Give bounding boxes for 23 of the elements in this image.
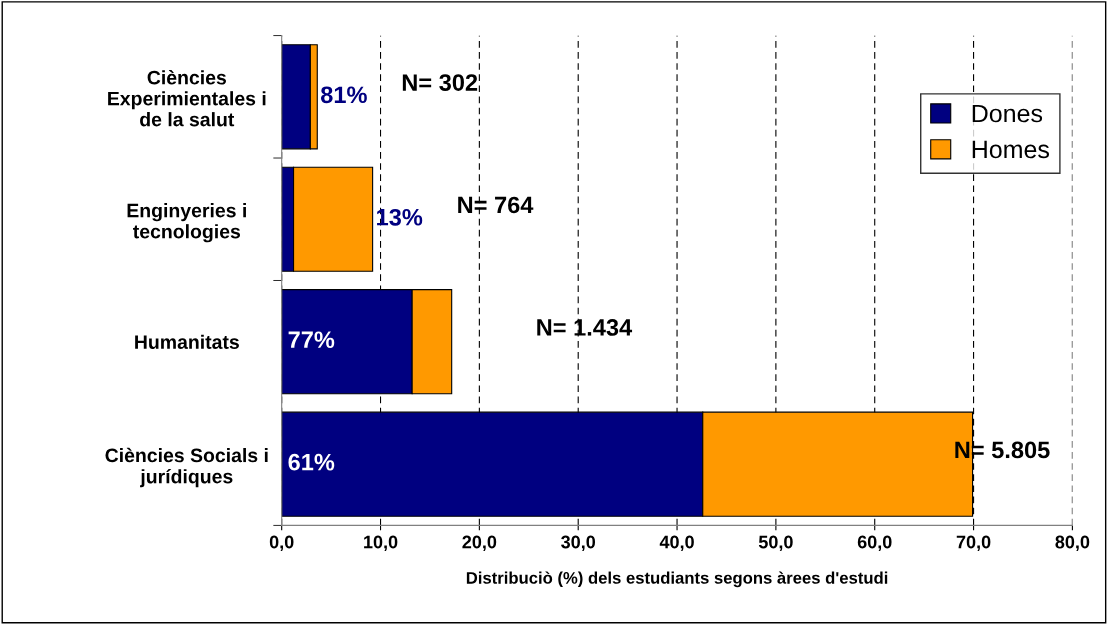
x-tick-label: 30,0 — [561, 535, 596, 552]
y-tick-label: Ciències Experimientales i de la salut — [108, 70, 266, 127]
y-tick-label: Humanitats — [135, 334, 239, 349]
x-tick-label: 70,0 — [956, 535, 991, 552]
annotation: N= 1.434 — [537, 319, 633, 336]
y-tick-label: Ciències Socials i jurídiques — [105, 447, 268, 488]
x-tick-label: 10,0 — [364, 535, 398, 552]
annotation: N= 302 — [402, 74, 478, 91]
annotation: 61% — [288, 453, 335, 471]
x-tick-label: 0,0 — [269, 535, 294, 552]
annotation: N= 764 — [458, 196, 534, 214]
x-tick-label: 80,0 — [1055, 535, 1090, 552]
legend-label: Homes — [972, 140, 1049, 159]
x-axis-title: Distribuciò (%) dels estudiants segons àrees d'estudi — [466, 571, 888, 588]
annotation: 77% — [288, 331, 335, 349]
x-tick-label: 40,0 — [659, 535, 694, 552]
x-tick-label: 20,0 — [462, 535, 497, 552]
x-tick-label: 60,0 — [857, 535, 892, 552]
annotation: 81% — [320, 86, 367, 104]
annotation: 13% — [377, 208, 423, 226]
y-tick-label: Enginyeries i tecnologies — [127, 203, 246, 243]
x-tick-label: 50,0 — [758, 535, 793, 552]
legend-label: Dones — [972, 104, 1043, 123]
